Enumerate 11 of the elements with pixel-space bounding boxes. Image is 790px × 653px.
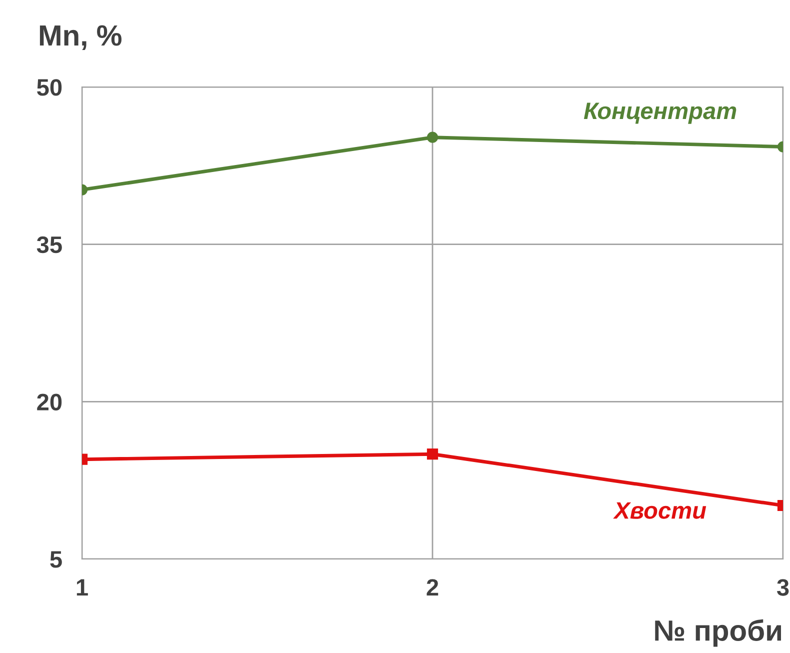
x-axis-title: № проби — [655, 619, 781, 647]
y-tick-label: 5 — [50, 551, 62, 568]
y-tick-label: 35 — [36, 236, 62, 254]
series-label: Хвости — [613, 502, 706, 519]
series-label: Концентрат — [584, 102, 736, 124]
x-tick-label: 1 — [76, 579, 88, 596]
y-tick-label: 20 — [37, 394, 62, 410]
x-tick-label: 3 — [776, 579, 789, 596]
y-tick-label: 50 — [37, 79, 62, 96]
y-axis-title: Mn, % — [40, 25, 122, 50]
x-tick-label: 2 — [426, 579, 438, 596]
